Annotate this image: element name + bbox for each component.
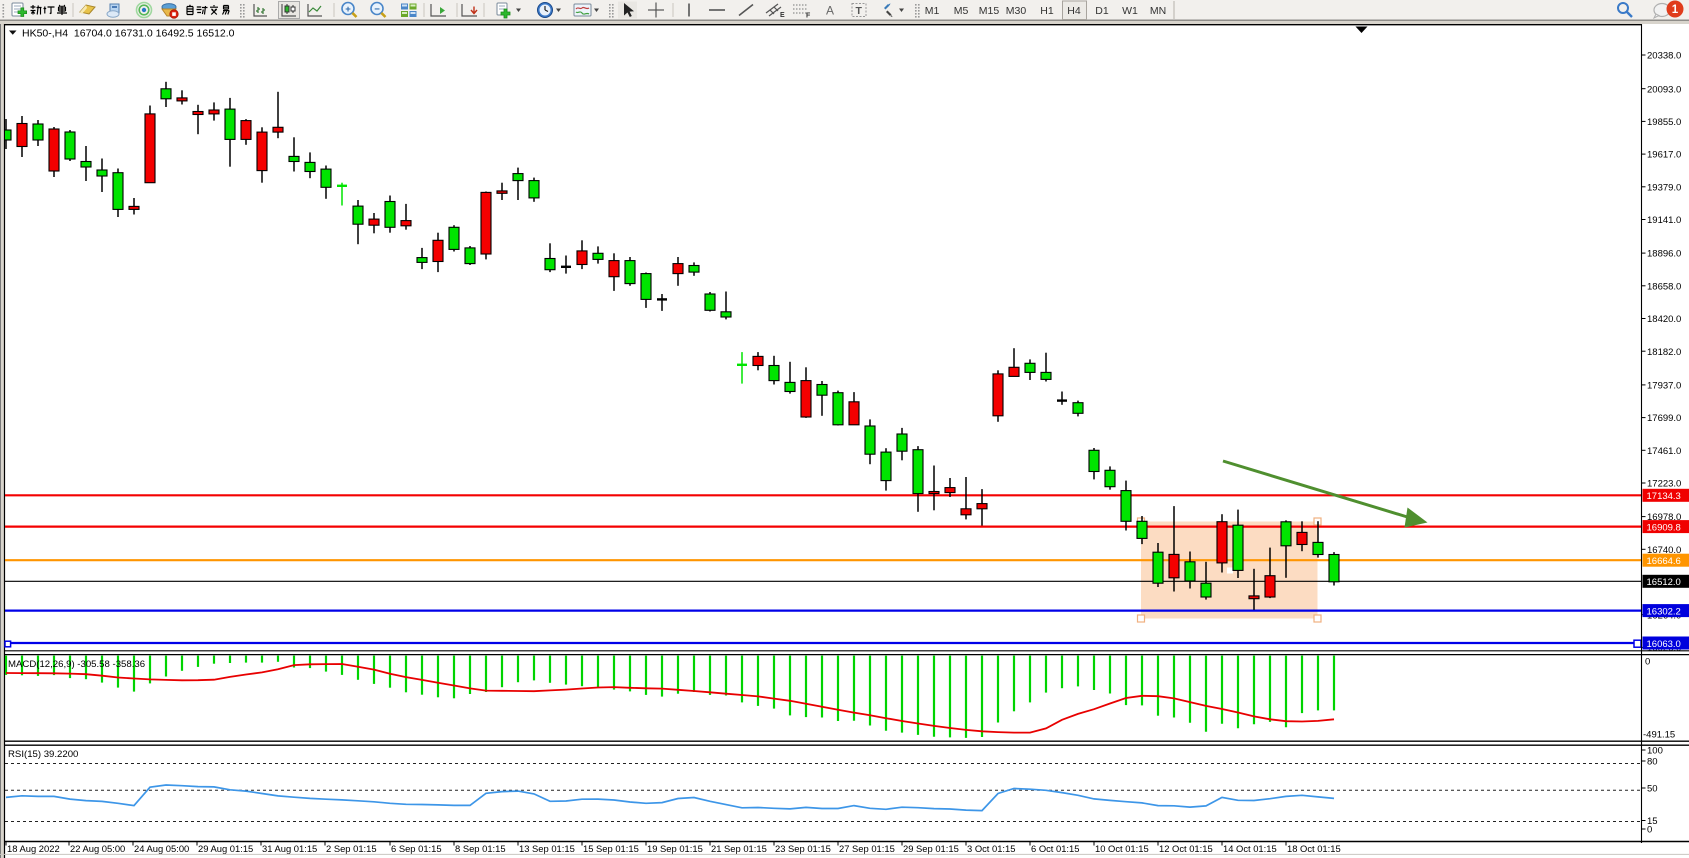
svg-text:E: E	[780, 12, 785, 19]
svg-text:18896.0: 18896.0	[1647, 249, 1681, 260]
svg-text:18420.0: 18420.0	[1647, 314, 1681, 325]
svg-text:22 Aug 05:00: 22 Aug 05:00	[70, 843, 125, 854]
svg-text:16909.8: 16909.8	[1647, 522, 1681, 533]
svg-text:80: 80	[1647, 757, 1658, 768]
svg-text:6 Oct 01:15: 6 Oct 01:15	[1031, 843, 1079, 854]
svg-text:20093.0: 20093.0	[1647, 84, 1681, 95]
svg-text:-491.15: -491.15	[1643, 730, 1675, 741]
svg-text:16063.0: 16063.0	[1647, 639, 1681, 650]
svg-text:0: 0	[1647, 825, 1652, 836]
svg-text:19 Sep 01:15: 19 Sep 01:15	[647, 843, 703, 854]
svg-text:19379.0: 19379.0	[1647, 182, 1681, 193]
svg-text:100: 100	[1647, 746, 1663, 757]
svg-text:H4: H4	[1067, 5, 1081, 17]
svg-text:18182.0: 18182.0	[1647, 347, 1681, 358]
svg-text:15: 15	[1647, 816, 1658, 827]
svg-text:13 Sep 01:15: 13 Sep 01:15	[519, 843, 575, 854]
svg-text:8 Sep 01:15: 8 Sep 01:15	[455, 843, 506, 854]
svg-text:19855.0: 19855.0	[1647, 117, 1681, 128]
svg-text:−: −	[374, 4, 380, 15]
svg-text:RSI(15) 39.2200: RSI(15) 39.2200	[8, 749, 78, 760]
svg-text:18 Aug 2022: 18 Aug 2022	[7, 843, 60, 854]
svg-text:19617.0: 19617.0	[1647, 150, 1681, 161]
svg-text:24 Aug 05:00: 24 Aug 05:00	[134, 843, 189, 854]
svg-text:D1: D1	[1095, 5, 1109, 17]
svg-text:17134.3: 17134.3	[1647, 491, 1681, 502]
svg-text:M15: M15	[979, 5, 1000, 17]
svg-text:W1: W1	[1122, 5, 1138, 17]
svg-text:29 Sep 01:15: 29 Sep 01:15	[903, 843, 959, 854]
svg-text:10 Oct 01:15: 10 Oct 01:15	[1095, 843, 1149, 854]
svg-text:17461.0: 17461.0	[1647, 446, 1681, 457]
svg-text:+: +	[345, 4, 351, 15]
svg-text:16978.0: 16978.0	[1647, 512, 1681, 523]
svg-text:23 Sep 01:15: 23 Sep 01:15	[775, 843, 831, 854]
svg-text:17937.0: 17937.0	[1647, 381, 1681, 392]
svg-text:16302.2: 16302.2	[1647, 606, 1681, 617]
svg-text:1: 1	[1672, 4, 1679, 16]
svg-text:HK50-,H4 16704.0 16731.0 1649: HK50-,H4 16704.0 16731.0 16492.5 16512.0	[22, 28, 235, 40]
svg-text:M5: M5	[954, 5, 969, 17]
svg-text:31 Aug 01:15: 31 Aug 01:15	[262, 843, 317, 854]
svg-text:T: T	[856, 5, 863, 17]
svg-text:H1: H1	[1040, 5, 1054, 17]
svg-text:27 Sep 01:15: 27 Sep 01:15	[839, 843, 895, 854]
svg-text:M30: M30	[1006, 5, 1027, 17]
svg-text:MN: MN	[1150, 5, 1166, 17]
svg-text:21 Sep 01:15: 21 Sep 01:15	[711, 843, 767, 854]
svg-text:0: 0	[1645, 657, 1650, 668]
svg-text:17223.0: 17223.0	[1647, 479, 1681, 490]
svg-text:M1: M1	[925, 5, 940, 17]
svg-text:19141.0: 19141.0	[1647, 215, 1681, 226]
svg-text:16512.0: 16512.0	[1647, 577, 1681, 588]
svg-text:17699.0: 17699.0	[1647, 413, 1681, 424]
svg-text:MACD(12,26,9) -305.58 -358.36: MACD(12,26,9) -305.58 -358.36	[8, 659, 145, 670]
svg-text:12 Oct 01:15: 12 Oct 01:15	[1159, 843, 1213, 854]
svg-text:3 Oct 01:15: 3 Oct 01:15	[967, 843, 1015, 854]
svg-text:F: F	[806, 13, 811, 20]
svg-text:29 Aug 01:15: 29 Aug 01:15	[198, 843, 253, 854]
svg-text:18658.0: 18658.0	[1647, 281, 1681, 292]
svg-text:A: A	[826, 4, 834, 18]
svg-text:50: 50	[1647, 784, 1658, 795]
svg-text:2 Sep 01:15: 2 Sep 01:15	[326, 843, 377, 854]
svg-text:16664.6: 16664.6	[1647, 556, 1681, 567]
svg-text:14 Oct 01:15: 14 Oct 01:15	[1223, 843, 1277, 854]
svg-text:6 Sep 01:15: 6 Sep 01:15	[391, 843, 442, 854]
svg-text:15 Sep 01:15: 15 Sep 01:15	[583, 843, 639, 854]
svg-text:16740.0: 16740.0	[1647, 545, 1681, 556]
svg-text:18 Oct 01:15: 18 Oct 01:15	[1287, 843, 1341, 854]
svg-text:20338.0: 20338.0	[1647, 51, 1681, 62]
